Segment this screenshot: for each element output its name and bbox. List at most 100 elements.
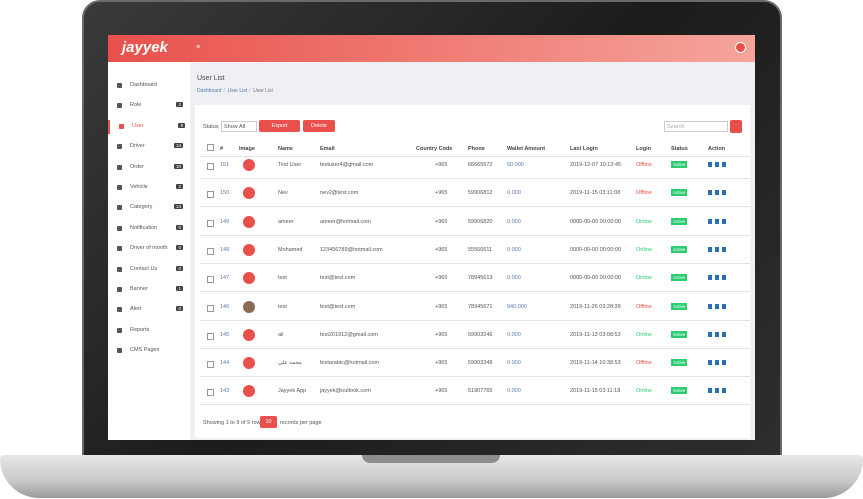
header-checkbox[interactable] — [207, 144, 214, 151]
sidebar-icon — [117, 205, 122, 211]
sidebar-item[interactable]: Driver 13 — [108, 140, 190, 154]
sidebar-item[interactable]: Role 2 — [108, 99, 190, 113]
cell-last-login: 0000-00-00 00:00:00 — [570, 218, 622, 225]
sidebar-badge: 9 — [178, 122, 185, 128]
sidebar-label: Category — [130, 204, 153, 211]
cell-id: 144 — [220, 360, 230, 367]
sidebar-item[interactable]: Vehicle 2 — [108, 181, 190, 195]
sidebar-badge: 0 — [176, 224, 183, 230]
action-icon[interactable] — [715, 360, 719, 366]
action-icon[interactable] — [708, 246, 712, 252]
action-icon[interactable] — [715, 190, 719, 196]
cell-id: 147 — [220, 275, 230, 282]
user-avatar — [243, 243, 255, 256]
row-checkbox[interactable] — [207, 361, 214, 369]
row-checkbox[interactable] — [207, 163, 214, 170]
sidebar-icon — [117, 246, 122, 252]
action-icon[interactable] — [715, 388, 719, 394]
action-icon[interactable] — [722, 246, 726, 252]
action-icon[interactable] — [722, 388, 726, 394]
sidebar-item[interactable]: Contact Us 0 — [108, 263, 190, 277]
row-checkbox[interactable] — [207, 304, 214, 312]
action-icon[interactable] — [715, 218, 719, 224]
row-checkbox[interactable] — [207, 332, 214, 340]
cell-login: Online — [636, 388, 652, 395]
action-icon[interactable] — [708, 331, 712, 337]
sidebar-item[interactable]: Notification 0 — [108, 222, 190, 236]
status-badge: Active — [671, 359, 688, 367]
cell-code: +965 — [435, 275, 448, 282]
action-icon[interactable] — [708, 388, 712, 394]
action-icon[interactable] — [722, 360, 726, 366]
cell-phone: 59903348 — [468, 360, 493, 367]
action-icon[interactable] — [708, 360, 712, 366]
delete-button[interactable]: Delete — [303, 120, 335, 132]
action-icon[interactable] — [715, 275, 719, 281]
sidebar-item[interactable]: CMS Pages — [108, 344, 190, 358]
row-divider — [200, 404, 750, 406]
user-avatar[interactable] — [735, 42, 746, 53]
cell-wallet: 0.000 — [507, 218, 521, 225]
action-icon[interactable] — [722, 162, 726, 167]
action-icon[interactable] — [708, 190, 712, 196]
sidebar-item[interactable]: Driver of month 0 — [108, 242, 190, 256]
sidebar-icon — [119, 123, 124, 129]
cell-code: +965 — [435, 190, 448, 197]
footer-info: Showing 1 to 9 of 9 rows — [203, 420, 264, 426]
row-checkbox[interactable] — [207, 389, 214, 397]
row-checkbox[interactable] — [207, 191, 214, 199]
sidebar-item[interactable]: Reports — [108, 324, 190, 338]
sidebar-icon — [117, 266, 122, 272]
cell-email: test201912@gmail.com — [320, 331, 378, 338]
brand-logo[interactable]: jayyek — [122, 39, 168, 56]
user-avatar — [243, 300, 255, 313]
column-header: Name — [278, 146, 293, 152]
action-icon[interactable] — [722, 218, 726, 224]
sidebar: Dashboard Role 2 User 9 Driver 13 Order 10 Vehicl… — [108, 62, 190, 440]
row-divider — [200, 262, 750, 264]
row-checkbox[interactable] — [207, 247, 214, 255]
action-icon[interactable] — [722, 275, 726, 281]
cell-phone: 59906812 — [468, 190, 493, 197]
row-checkbox[interactable] — [207, 276, 214, 284]
status-badge: Active — [671, 274, 688, 282]
action-icon[interactable] — [708, 162, 712, 167]
sidebar-icon — [117, 327, 122, 333]
action-icon[interactable] — [708, 303, 712, 309]
sidebar-item[interactable]: Banner 1 — [108, 283, 190, 297]
cell-phone: 59906820 — [468, 218, 493, 225]
action-icon[interactable] — [722, 303, 726, 309]
action-icon[interactable] — [722, 331, 726, 337]
cell-login: Offline — [636, 303, 652, 310]
sidebar-item[interactable]: User 9 — [108, 119, 192, 134]
search-input[interactable]: Search — [664, 121, 728, 132]
sidebar-icon — [117, 83, 122, 88]
action-icon[interactable] — [722, 190, 726, 196]
cell-wallet: 0.000 — [507, 246, 521, 253]
sidebar-item[interactable]: Category 13 — [108, 201, 190, 215]
breadcrumb-item[interactable]: User List — [227, 88, 248, 94]
sidebar-item[interactable]: Alert 0 — [108, 303, 190, 317]
action-icon[interactable] — [715, 246, 719, 252]
page-size[interactable]: 10 — [260, 416, 277, 428]
sidebar-item[interactable]: Dashboard — [108, 79, 190, 93]
sidebar-item[interactable]: Order 10 — [108, 161, 190, 175]
breadcrumb-item: User List — [253, 88, 273, 94]
action-icon[interactable] — [708, 218, 712, 224]
action-icon[interactable] — [715, 303, 719, 309]
sidebar-icon — [117, 348, 122, 354]
menu-toggle[interactable]: ≡ — [196, 44, 201, 51]
cell-code: +965 — [435, 331, 448, 338]
status-select[interactable]: Show All — [221, 121, 257, 132]
per-page-label: records per page — [280, 420, 322, 426]
sidebar-icon — [117, 164, 122, 170]
breadcrumb-item[interactable]: Dashboard — [197, 88, 222, 94]
cell-login: Online — [636, 275, 652, 282]
row-checkbox[interactable] — [207, 219, 214, 227]
action-icon[interactable] — [708, 275, 712, 281]
cell-last-login: 0000-00-00 00:00:00 — [570, 275, 622, 282]
export-button[interactable]: Export — [259, 120, 300, 132]
action-icon[interactable] — [715, 331, 719, 337]
search-button[interactable] — [730, 120, 742, 133]
action-icon[interactable] — [715, 162, 719, 167]
